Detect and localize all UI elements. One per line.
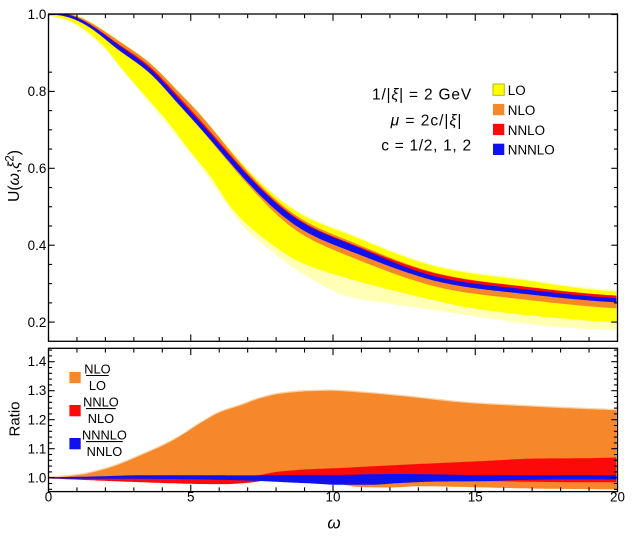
svg-text:0.8: 0.8 [28,84,47,99]
svg-text:5: 5 [187,489,194,504]
svg-text:1.1: 1.1 [28,441,47,456]
svg-text:NLO: NLO [508,103,536,118]
svg-text:1.0: 1.0 [28,470,47,485]
svg-text:U(ω,ξ2): U(ω,ξ2) [4,150,23,202]
svg-text:1.4: 1.4 [28,354,47,369]
svg-text:1.2: 1.2 [28,412,47,427]
svg-text:LO: LO [89,378,106,393]
svg-text:1.3: 1.3 [28,383,47,398]
svg-text:NNLO: NNLO [508,123,545,138]
svg-text:NNNLO: NNNLO [508,143,555,158]
svg-text:NLO: NLO [88,411,114,426]
svg-text:20: 20 [610,489,625,504]
svg-text:c = 1/2, 1, 2: c = 1/2, 1, 2 [381,138,472,155]
svg-text:15: 15 [468,489,483,504]
svg-text:0.4: 0.4 [28,238,47,253]
svg-text:ω: ω [327,514,340,533]
svg-text:1/|ξ| = 2 GeV: 1/|ξ| = 2 GeV [372,87,472,104]
svg-text:1.0: 1.0 [28,7,47,22]
svg-text:NLO: NLO [84,362,110,377]
svg-text:NNLO: NNLO [83,395,119,410]
svg-text:LO: LO [508,83,526,98]
svg-text:NNLO: NNLO [87,444,123,459]
svg-text:NNNLO: NNNLO [82,428,127,443]
svg-text:μ = 2c/|ξ|: μ = 2c/|ξ| [390,113,463,130]
svg-text:0: 0 [45,489,52,504]
svg-text:0.2: 0.2 [28,315,47,330]
svg-text:Ratio: Ratio [7,401,24,436]
svg-text:0.6: 0.6 [28,161,47,176]
svg-text:10: 10 [326,489,341,504]
